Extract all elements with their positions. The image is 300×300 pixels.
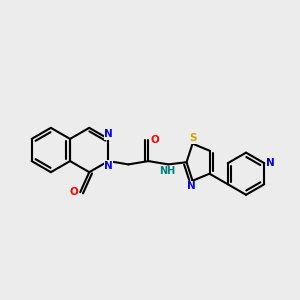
- Text: O: O: [70, 187, 79, 197]
- Text: N: N: [104, 160, 113, 171]
- Text: O: O: [151, 135, 159, 145]
- Text: N: N: [104, 129, 113, 140]
- Text: NH: NH: [159, 166, 175, 176]
- Text: S: S: [189, 133, 196, 143]
- Text: N: N: [266, 158, 275, 168]
- Text: N: N: [187, 181, 195, 191]
